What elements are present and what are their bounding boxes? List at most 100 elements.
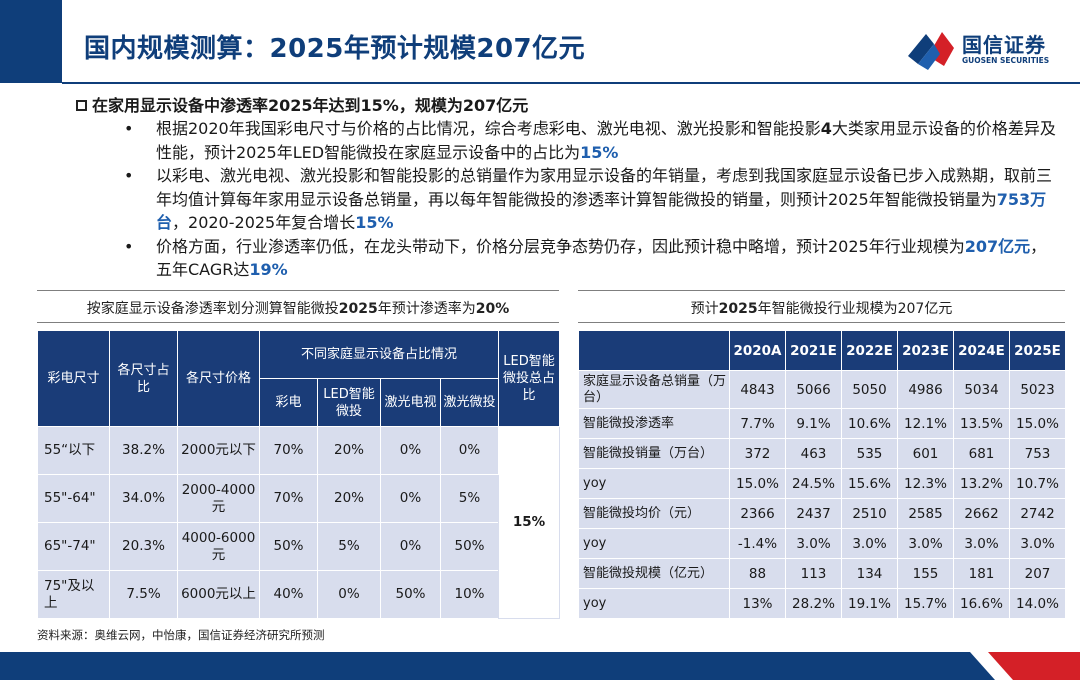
cell-value: 3.0%	[953, 528, 1010, 559]
cell-value: 463	[785, 438, 842, 469]
cell-value: 134	[841, 558, 898, 589]
header-size: 彩电尺寸	[37, 330, 110, 427]
cell-tv: 50%	[259, 522, 318, 571]
table-row: 75"及以上 7.5% 6000元以上 40% 0% 50% 10%	[37, 570, 560, 619]
cell-size: 75"及以上	[37, 570, 110, 619]
company-logo: 国信证券 GUOSEN SECURITIES	[904, 26, 1064, 74]
cell-laser-proj: 10%	[439, 570, 500, 619]
cell-led: 0%	[317, 570, 381, 619]
table-row: 家庭显示设备总销量（万台） 4843 5066 5050 4986 5034 5…	[578, 370, 1066, 409]
cell-value: 13.2%	[953, 468, 1010, 499]
cell-value: 3.0%	[1009, 528, 1066, 559]
row-label: 智能微投销量（万台）	[578, 438, 730, 469]
highlight-text: 15%	[580, 142, 619, 162]
table-row: 55"-64" 34.0% 2000-4000元 70% 20% 0% 5%	[37, 474, 560, 523]
sub-bullet: 以彩电、激光电视、激光投影和智能投影的总销量作为家用显示设备的年销量，考虑到我国…	[124, 164, 1061, 235]
cell-laser-tv: 0%	[380, 522, 441, 571]
highlight-text: 19%	[249, 260, 288, 279]
page-title: 国内规模测算：2025年预计规模207亿元	[84, 34, 586, 64]
cell-value: 3.0%	[785, 528, 842, 559]
bullet-text: 以彩电、激光电视、激光投影和智能投影的总销量作为家用显示设备的年销量，考虑到我国…	[156, 166, 1053, 209]
cell-laser-proj: 50%	[439, 522, 500, 571]
cell-led: 20%	[317, 474, 381, 523]
cell-value: 4986	[897, 370, 954, 409]
cell-value: 15.7%	[897, 588, 954, 619]
cell-value: 2585	[897, 498, 954, 529]
cell-value: 2437	[785, 498, 842, 529]
table1-title: 按家庭显示设备渗透率划分测算智能微投2025年预计渗透率为20%	[86, 301, 510, 317]
cell-value: 9.1%	[785, 408, 842, 439]
bullet-text: ，2020-2025年复合增长	[172, 213, 356, 232]
bullet-text: 大类家用显示设备的价格差异及性能，预计2025年LED智能微投在家庭显示设备中的…	[156, 119, 1056, 162]
header-year: 2021E	[785, 330, 842, 371]
cell-value: 601	[897, 438, 954, 469]
table-row: 智能微投均价（元） 2366 2437 2510 2585 2662 2742	[578, 498, 1066, 529]
cell-laser-proj: 0%	[439, 426, 500, 475]
cell-value: 19.1%	[841, 588, 898, 619]
row-label: yoy	[578, 468, 730, 499]
logo-subtitle: GUOSEN SECURITIES	[962, 56, 1050, 65]
checkbox-square-icon	[76, 100, 87, 111]
table-row: 智能微投渗透率 7.7% 9.1% 10.6% 12.1% 13.5% 15.0…	[578, 408, 1066, 439]
row-label: 家庭显示设备总销量（万台）	[578, 370, 730, 409]
header-year: 2020A	[729, 330, 786, 371]
sub-bullet: 价格方面，行业渗透率仍低，在龙头带动下，价格分层竞争态势仍存，因此预计稳中略增，…	[124, 235, 1061, 282]
header-led-total: LED智能微投总占比	[498, 330, 561, 427]
cell-value: -1.4%	[729, 528, 786, 559]
guosen-logo-icon	[908, 32, 954, 70]
row-label: 智能微投渗透率	[578, 408, 730, 439]
cell-value: 535	[841, 438, 898, 469]
main-bullet: 在家用显示设备中渗透率2025年达到15%，规模为207亿元	[76, 94, 1061, 117]
table-row: yoy 15.0% 24.5% 15.6% 12.3% 13.2% 10.7%	[578, 468, 1066, 499]
header-size-share: 各尺寸占比	[109, 330, 178, 427]
cell-value: 5066	[785, 370, 842, 409]
table2-title-rule-bottom	[578, 322, 1065, 323]
row-label: 智能微投均价（元）	[578, 498, 730, 529]
header-left-stripe	[0, 0, 62, 83]
cell-value: 4843	[729, 370, 786, 409]
header-divider	[62, 82, 1080, 84]
cell-value: 15.6%	[841, 468, 898, 499]
bullet-text: 根据2020年我国彩电尺寸与价格的占比情况，综合考虑彩电、激光电视、激光投影和智…	[156, 119, 821, 138]
cell-led: 5%	[317, 522, 381, 571]
cell-price: 6000元以上	[177, 570, 260, 619]
highlight-text: 207亿元	[964, 236, 1031, 256]
table-row: 65"-74" 20.3% 4000-6000元 50% 5% 0% 50%	[37, 522, 560, 571]
source-note: 资料来源：奥维云网，中怡康，国信证券经济研究所预测	[37, 628, 325, 642]
cell-price: 4000-6000元	[177, 522, 260, 571]
table2-title-rule-top	[578, 290, 1065, 291]
logo-name: 国信证券	[962, 33, 1046, 57]
cell-laser-tv: 0%	[380, 426, 441, 475]
cell-value: 155	[897, 558, 954, 589]
cell-value: 12.1%	[897, 408, 954, 439]
header-year: 2022E	[841, 330, 898, 371]
cell-share: 38.2%	[109, 426, 178, 475]
cell-value: 28.2%	[785, 588, 842, 619]
header-year: 2025E	[1009, 330, 1066, 371]
cell-size: 55"-64"	[37, 474, 110, 523]
cell-size: 55“以下	[37, 426, 110, 475]
table1-title-rule-bottom	[37, 322, 559, 323]
header-led: LED智能微投	[317, 378, 381, 427]
cell-value: 10.7%	[1009, 468, 1066, 499]
cell-value: 15.0%	[1009, 408, 1066, 439]
bullet-text: ，五年CAGR达	[156, 236, 1047, 280]
cell-share: 7.5%	[109, 570, 178, 619]
header-year: 2023E	[897, 330, 954, 371]
highlight-text: 15%	[355, 213, 394, 232]
bullet-text: 价格方面，行业渗透率仍低，在龙头带动下，价格分层竞争态势仍存，因此预计稳中略增，…	[156, 236, 965, 256]
cell-size: 65"-74"	[37, 522, 110, 571]
header-device-share-group: 不同家庭显示设备占比情况	[258, 330, 500, 379]
table-row: 智能微投销量（万台） 372 463 535 601 681 753	[578, 438, 1066, 469]
header-year: 2024E	[953, 330, 1010, 371]
cell-value: 2510	[841, 498, 898, 529]
table-row: yoy 13% 28.2% 19.1% 15.7% 16.6% 14.0%	[578, 588, 1066, 619]
footer-bar	[0, 652, 1080, 680]
cell-value: 681	[953, 438, 1010, 469]
header-label-blank	[578, 330, 730, 371]
cell-value: 5023	[1009, 370, 1066, 409]
main-bullet-text: 在家用显示设备中渗透率2025年达到15%，规模为207亿元	[92, 96, 529, 115]
cell-value: 10.6%	[841, 408, 898, 439]
table-row: yoy -1.4% 3.0% 3.0% 3.0% 3.0% 3.0%	[578, 528, 1066, 559]
header-price: 各尺寸价格	[177, 330, 260, 427]
